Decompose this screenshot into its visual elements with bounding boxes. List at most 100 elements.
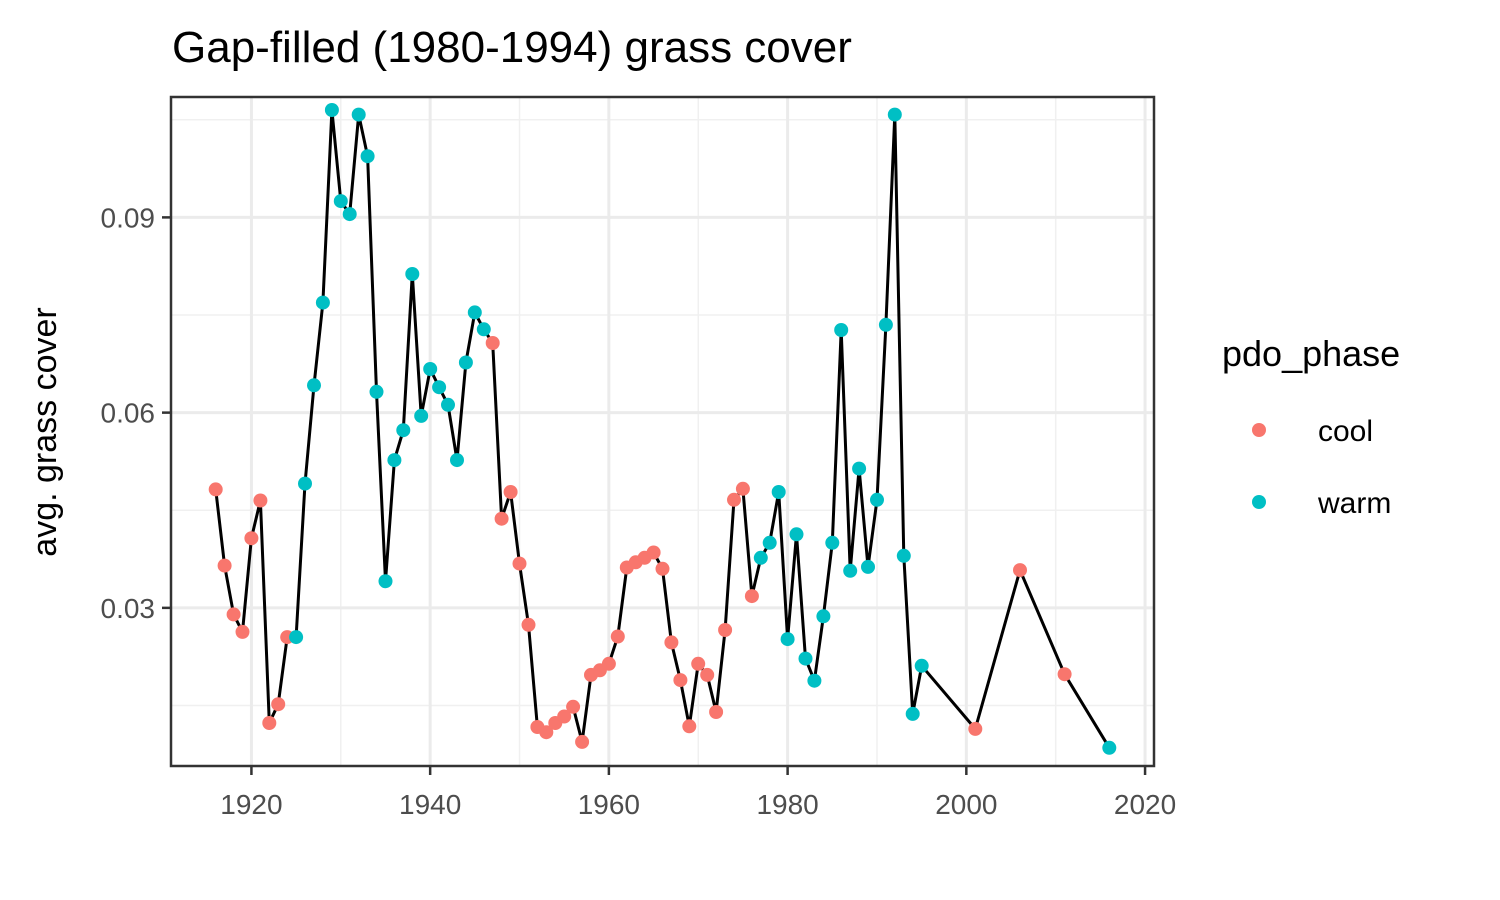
- data-point-cool: [700, 667, 715, 682]
- data-point-warm: [914, 658, 929, 673]
- data-point-warm: [1102, 740, 1117, 755]
- data-point-warm: [351, 107, 366, 122]
- data-point-cool: [601, 656, 616, 671]
- data-point-warm: [467, 305, 482, 320]
- data-point-warm: [816, 609, 831, 624]
- grass-cover-line: [214, 108, 1111, 749]
- data-point-cool: [271, 697, 286, 712]
- data-point-warm: [843, 563, 858, 578]
- x-tick-label: 2020: [1114, 789, 1176, 820]
- data-point-warm: [780, 632, 795, 647]
- data-point-warm: [458, 355, 473, 370]
- data-point-warm: [878, 317, 893, 332]
- data-point-cool: [968, 721, 983, 736]
- x-tick-label: 1920: [220, 789, 282, 820]
- x-tick-label: 1940: [399, 789, 461, 820]
- data-point-warm: [342, 207, 357, 222]
- data-point-cool: [709, 705, 724, 719]
- data-point-warm: [887, 107, 902, 122]
- data-point-cool: [610, 629, 625, 644]
- data-point-warm: [905, 706, 920, 721]
- data-point-cool: [521, 617, 536, 632]
- data-point-warm: [307, 378, 321, 393]
- data-point-warm: [369, 384, 384, 399]
- y-tick-label: 0.09: [101, 202, 156, 233]
- data-point-warm: [798, 651, 813, 666]
- data-point-cool: [494, 511, 509, 526]
- data-point-warm: [441, 397, 455, 412]
- data-point-warm: [298, 476, 312, 491]
- data-point-cool: [485, 336, 500, 350]
- data-point-cool: [253, 493, 268, 508]
- data-point-warm: [289, 630, 304, 645]
- data-point-cool: [655, 561, 670, 576]
- data-point-warm: [414, 408, 429, 423]
- data-point-cool: [575, 734, 590, 749]
- grid-major: [171, 97, 1154, 766]
- data-point-warm: [807, 673, 822, 688]
- data-point-cool: [718, 623, 733, 637]
- y-tick-label: 0.03: [101, 593, 156, 624]
- plot-border: [169, 95, 1156, 768]
- data-point-cool: [244, 531, 259, 546]
- x-tick-label: 1960: [578, 789, 640, 820]
- data-point-warm: [852, 461, 867, 476]
- data-point-cool: [235, 624, 250, 639]
- data-point-warm: [870, 492, 884, 507]
- data-point-cool: [727, 492, 741, 507]
- data-point-warm: [396, 423, 411, 438]
- data-point-cool: [691, 656, 706, 671]
- legend-key-warm: [1252, 495, 1266, 509]
- data-point-cool: [1057, 667, 1072, 682]
- data-point-warm: [861, 559, 875, 574]
- data-point-warm: [771, 485, 786, 499]
- x-tick-label: 2000: [935, 789, 997, 820]
- data-point-warm: [896, 548, 911, 563]
- data-point-cool: [262, 716, 277, 730]
- y-axis: 0.03 0.06 0.09: [101, 202, 171, 624]
- data-point-warm: [387, 453, 402, 468]
- legend-title: pdo_phase: [1222, 333, 1400, 374]
- data-point-warm: [333, 194, 348, 209]
- x-axis: 1920 1940 1960 1980 2000 2020: [220, 766, 1176, 820]
- legend-label-cool: cool: [1318, 415, 1373, 448]
- data-point-cool: [557, 709, 572, 724]
- x-tick-label: 1980: [756, 789, 818, 820]
- data-point-cool: [566, 699, 581, 714]
- legend-key-cool: [1252, 423, 1266, 437]
- legend: pdo_phase cool warm: [1222, 333, 1400, 520]
- data-point-cool: [1013, 563, 1027, 578]
- data-point-warm: [834, 323, 849, 337]
- data-point-warm: [476, 322, 491, 337]
- data-point-cool: [664, 635, 679, 650]
- data-point-warm: [360, 149, 375, 164]
- data-point-cool: [208, 482, 223, 497]
- data-point-cool: [646, 545, 661, 560]
- data-point-cool: [735, 481, 750, 496]
- chart-title: Gap-filled (1980-1994) grass cover: [172, 23, 852, 72]
- data-point-warm: [789, 527, 804, 542]
- data-point-warm: [315, 295, 330, 310]
- data-point-warm: [450, 453, 464, 468]
- data-point-warm: [762, 535, 777, 550]
- data-point-warm: [324, 103, 339, 117]
- data-point-warm: [432, 380, 447, 395]
- data-point-cool: [673, 673, 688, 688]
- data-point-cool: [512, 556, 527, 571]
- data-point-cool: [744, 589, 759, 604]
- data-point-cool: [539, 725, 554, 740]
- data-point-cool: [226, 607, 241, 622]
- plot-panel: [171, 97, 1154, 766]
- y-axis-title: avg. grass cover: [26, 307, 64, 556]
- data-point-cool: [682, 719, 697, 734]
- data-point-cool: [503, 485, 518, 499]
- data-point-warm: [753, 550, 768, 565]
- data-point-warm: [378, 574, 393, 589]
- data-points: [208, 103, 1117, 755]
- data-point-warm: [825, 535, 840, 550]
- grid-minor: [171, 97, 1154, 766]
- data-point-warm: [405, 267, 420, 281]
- data-point-warm: [423, 362, 438, 376]
- y-tick-label: 0.06: [101, 398, 156, 429]
